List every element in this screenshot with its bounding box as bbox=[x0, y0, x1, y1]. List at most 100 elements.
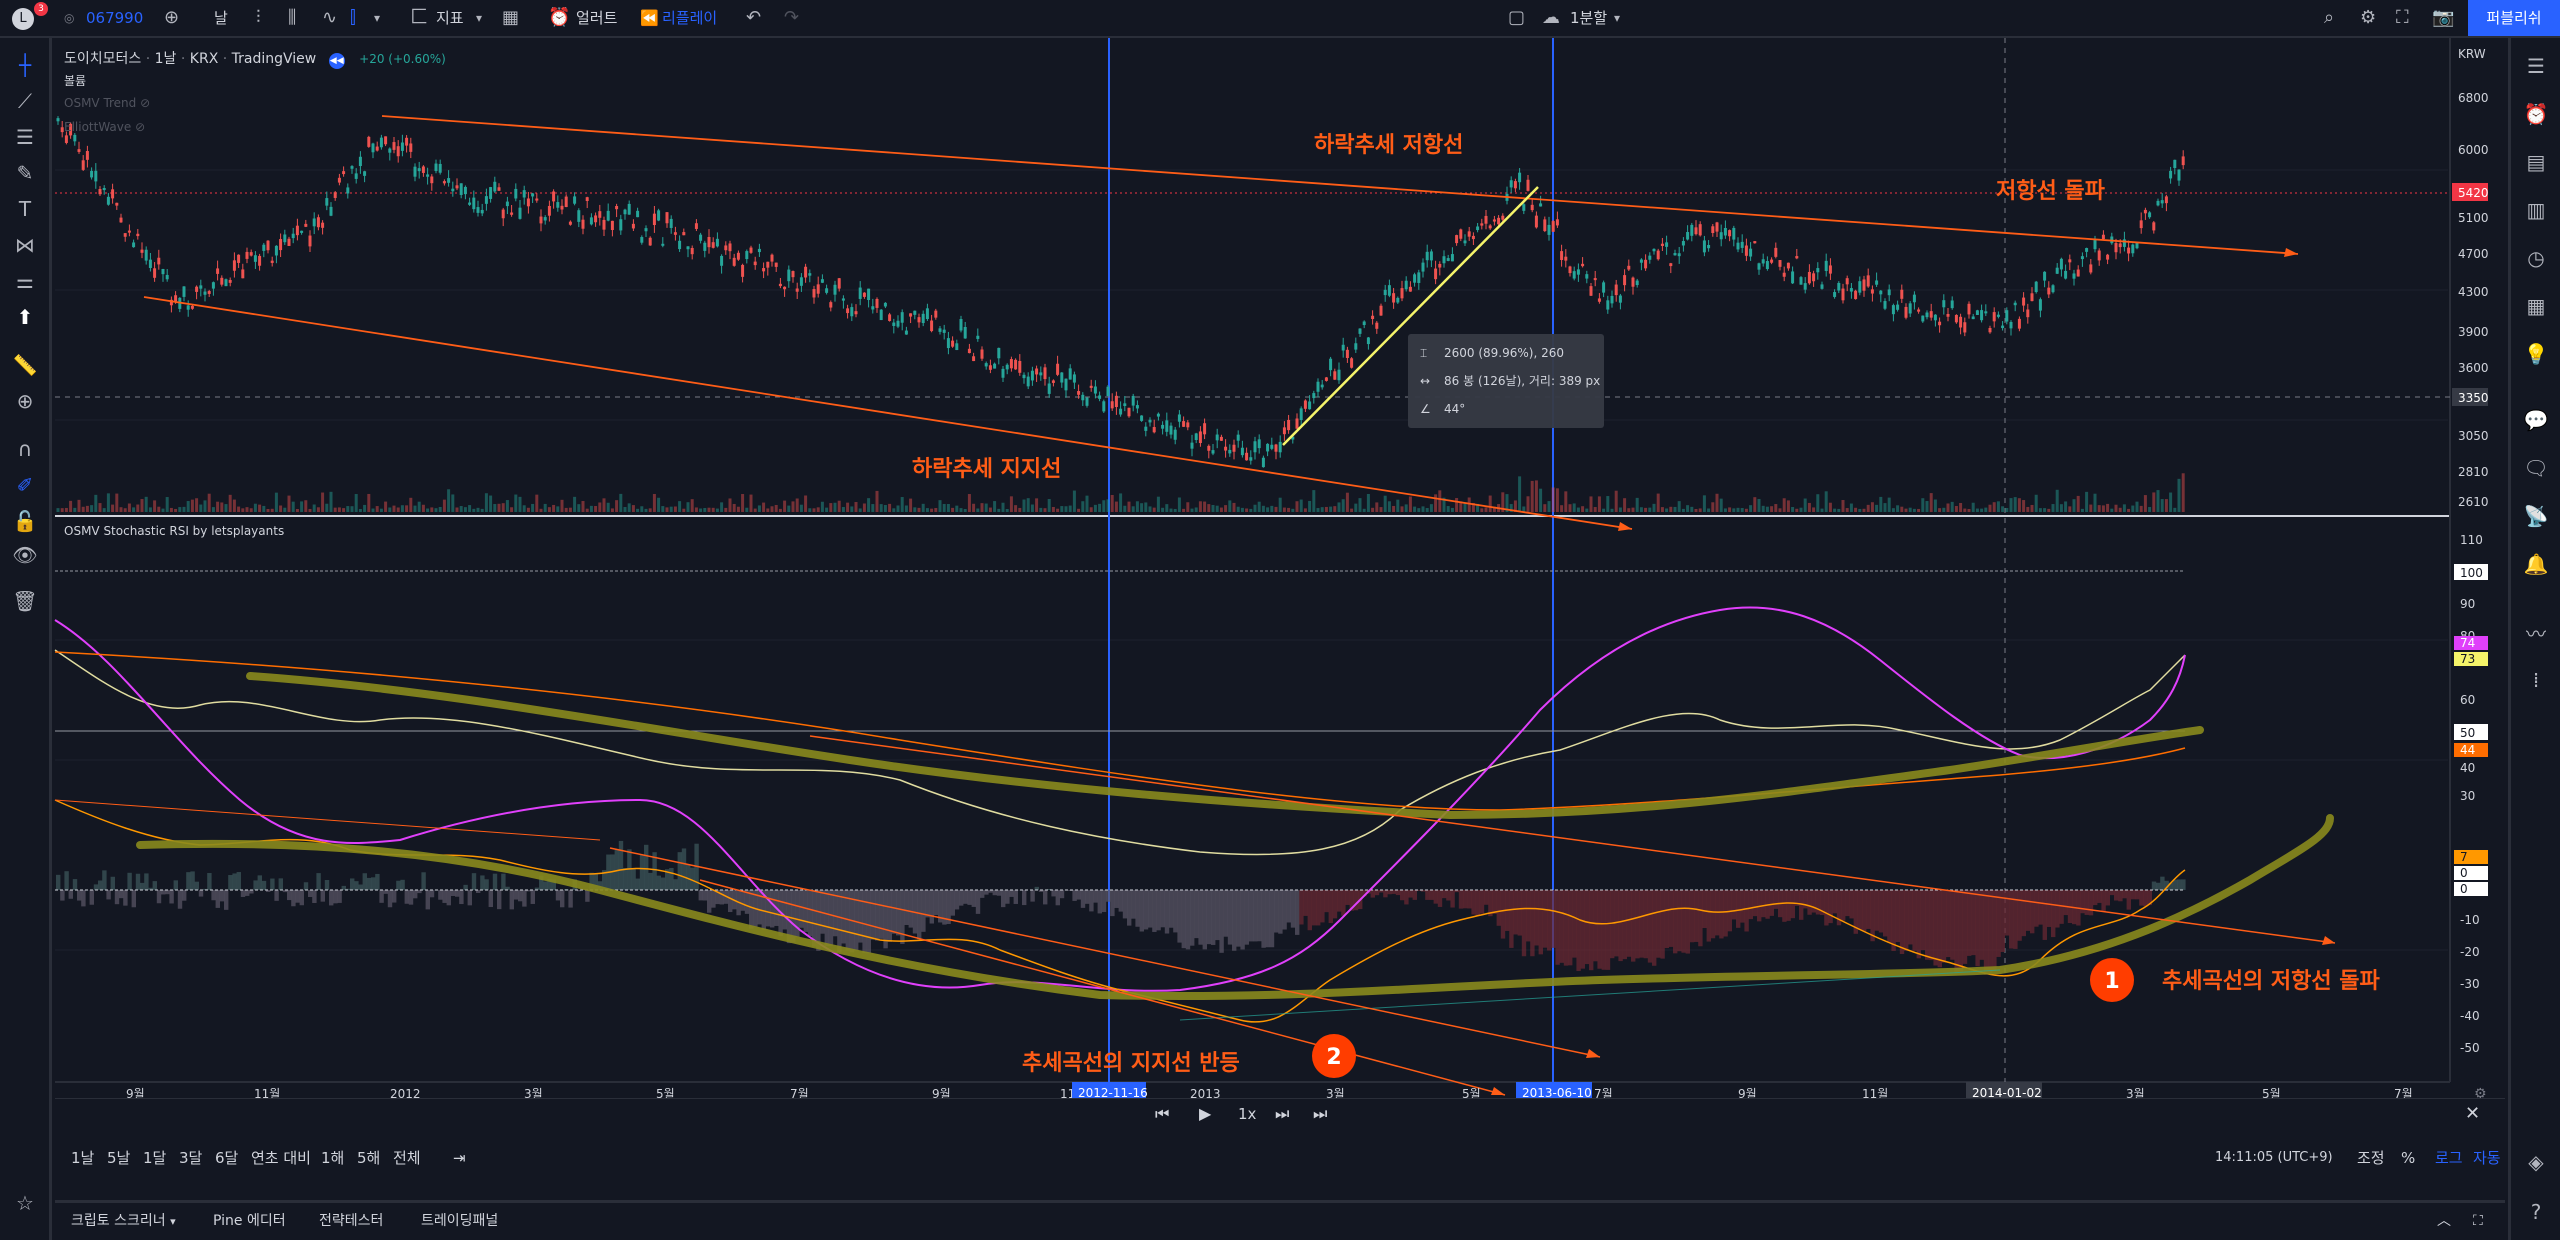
chevron-down-icon: ▾ bbox=[170, 1215, 176, 1228]
range-3m[interactable]: 3달 bbox=[179, 1149, 203, 1167]
pulse-icon[interactable]: 〰 bbox=[2526, 622, 2546, 646]
log-toggle[interactable]: 로그 bbox=[2435, 1149, 2463, 1167]
replay-button[interactable]: 리플레이 bbox=[662, 9, 718, 27]
undo-icon[interactable]: ↶ bbox=[746, 7, 762, 28]
bar-style-icon[interactable]: ⫶ bbox=[256, 7, 261, 28]
camera-icon[interactable]: 📷 bbox=[2432, 7, 2455, 28]
step-forward-icon[interactable]: ⏭ bbox=[1275, 1104, 1290, 1123]
range-1y[interactable]: 1해 bbox=[321, 1149, 345, 1167]
tab-pine-editor[interactable]: Pine 에디터 bbox=[213, 1213, 286, 1229]
tab-strategy-tester[interactable]: 전략테스터 bbox=[319, 1213, 384, 1229]
trash-icon[interactable]: 🗑 bbox=[12, 589, 38, 613]
symbol-icon: ◎ bbox=[64, 11, 75, 25]
layout-icon[interactable]: ▢ bbox=[1508, 7, 1526, 28]
ticker-search[interactable]: 067990 bbox=[86, 9, 144, 27]
alert-icon[interactable]: ⏰ bbox=[548, 7, 571, 28]
tab-crypto-screener[interactable]: 크립토 스크리너 ▾ bbox=[71, 1213, 176, 1229]
annotation-curve-support: 추세곡선의 지지선 반등 bbox=[1022, 1051, 1240, 1076]
data-window-icon[interactable]: ▥ bbox=[2526, 198, 2546, 222]
tab-trading-panel[interactable]: 트레이딩패널 bbox=[421, 1213, 499, 1229]
lock-icon[interactable]: 🔓 bbox=[12, 509, 38, 533]
replay-badge-icon[interactable]: ◀◀ bbox=[328, 53, 345, 69]
messages-icon[interactable]: 🗨 bbox=[2523, 456, 2549, 480]
publish-button[interactable]: 퍼블리쉬 bbox=[2468, 0, 2560, 36]
clock-display[interactable]: 14:11:05 (UTC+9) bbox=[2215, 1150, 2333, 1165]
collapse-panel-icon[interactable]: ︿ bbox=[2437, 1213, 2451, 1229]
bell-icon[interactable]: 🔔 bbox=[2523, 552, 2549, 576]
interval-button[interactable]: 날 bbox=[214, 9, 228, 27]
replay-icon[interactable]: ⏪ bbox=[640, 9, 659, 27]
alarm-icon[interactable]: ⏰ bbox=[2523, 102, 2549, 126]
range-ytd[interactable]: 연초 대비 bbox=[251, 1149, 311, 1167]
range-1m[interactable]: 1달 bbox=[143, 1149, 167, 1167]
redo-icon[interactable]: ↷ bbox=[784, 7, 800, 28]
range-1d[interactable]: 1날 bbox=[71, 1149, 95, 1167]
gear-icon[interactable]: ⚙ bbox=[2360, 7, 2377, 28]
templates-icon[interactable]: ▦ bbox=[502, 7, 520, 28]
fullscreen-icon[interactable]: ⛶ bbox=[2396, 7, 2409, 28]
brush-icon[interactable]: ✎ bbox=[16, 161, 34, 185]
maximize-panel-icon[interactable]: ⛶ bbox=[2473, 1213, 2483, 1229]
percent-toggle[interactable]: % bbox=[2401, 1149, 2416, 1167]
star-icon[interactable]: ☆ bbox=[16, 1191, 34, 1215]
alert-button[interactable]: 얼러트 bbox=[576, 9, 618, 27]
search-icon[interactable]: ⌕ bbox=[2324, 7, 2335, 28]
range-5d[interactable]: 5날 bbox=[107, 1149, 131, 1167]
range-all[interactable]: 전체 bbox=[393, 1149, 421, 1167]
fib-icon[interactable]: ☰ bbox=[16, 125, 34, 149]
drawing-toolbar: ┼ ⟋ ☰ ✎ T ⋈ ⚌ ⬆ 📏 ⊕ ∩ ✐ 🔓 👁 🗑 ☆ bbox=[0, 38, 52, 1240]
streams-icon[interactable]: 📡 bbox=[2523, 504, 2549, 528]
range-6m[interactable]: 6달 bbox=[215, 1149, 239, 1167]
indicators-icon[interactable]: ⼕ bbox=[410, 7, 428, 28]
stay-drawing-icon[interactable]: ✐ bbox=[16, 473, 34, 497]
volume-legend[interactable]: 볼륨 bbox=[64, 74, 87, 88]
candlestick-series bbox=[56, 116, 2185, 468]
forecast-icon[interactable]: ⚌ bbox=[16, 269, 34, 293]
indicator-legend-1[interactable]: OSMV Trend ⊘ bbox=[64, 96, 151, 110]
indicator-legend-2[interactable]: ElliottWave ⊘ bbox=[64, 120, 146, 134]
magnet-icon[interactable]: ∩ bbox=[17, 437, 33, 461]
help-icon[interactable]: ? bbox=[2530, 1200, 2542, 1224]
indicators-button[interactable]: 지표 bbox=[436, 9, 464, 27]
symbol-name[interactable]: 도이치모터스 bbox=[64, 51, 142, 67]
adjust-toggle[interactable]: 조정 bbox=[2357, 1149, 2385, 1167]
rsi-legend[interactable]: OSMV Stochastic RSI by letsplayants bbox=[64, 524, 285, 538]
layout-button[interactable]: 1분할 bbox=[1570, 9, 1608, 27]
arrow-up-icon[interactable]: ⬆ bbox=[16, 305, 34, 329]
ideas-icon[interactable]: 💡 bbox=[2523, 342, 2549, 366]
dots-icon[interactable]: ⁞ bbox=[2532, 668, 2540, 692]
crosshair-icon[interactable]: ┼ bbox=[18, 53, 32, 77]
eye-icon[interactable]: 👁 bbox=[12, 543, 38, 567]
chevron-down-icon[interactable]: ▾ bbox=[374, 11, 381, 25]
crosshair-price-label: 3350 bbox=[2458, 391, 2489, 405]
text-icon[interactable]: T bbox=[18, 197, 32, 221]
layers-icon[interactable]: ◈ bbox=[2528, 1150, 2544, 1174]
play-icon[interactable]: ▶ bbox=[1199, 1104, 1212, 1123]
candles-icon[interactable]: ⫿ bbox=[350, 7, 356, 28]
marker-1 bbox=[2090, 958, 2134, 1002]
auto-toggle[interactable]: 자동 bbox=[2473, 1149, 2501, 1167]
calendar-icon[interactable]: ▦ bbox=[2526, 294, 2546, 318]
close-icon[interactable]: ✕ bbox=[2465, 1103, 2481, 1124]
range-5y[interactable]: 5해 bbox=[357, 1149, 381, 1167]
cloud-icon[interactable]: ☁ bbox=[1542, 7, 1560, 28]
chevron-down-icon[interactable]: ▾ bbox=[476, 11, 483, 25]
jump-end-icon[interactable]: ⏭ bbox=[1313, 1104, 1328, 1123]
news-icon[interactable]: ▤ bbox=[2526, 150, 2546, 174]
replay-speed[interactable]: 1x bbox=[1238, 1105, 1257, 1123]
goto-date-icon[interactable]: ⇥ bbox=[453, 1149, 466, 1167]
clock-icon[interactable]: ◷ bbox=[2527, 246, 2545, 270]
add-symbol-icon[interactable]: ⊕ bbox=[164, 7, 180, 28]
line-style-icon[interactable]: ∿ bbox=[322, 7, 338, 28]
chevron-down-icon[interactable]: ▾ bbox=[1614, 11, 1621, 25]
watchlist-icon[interactable]: ☰ bbox=[2527, 54, 2545, 78]
zoom-icon[interactable]: ⊕ bbox=[16, 389, 34, 413]
trend-line-icon[interactable]: ⟋ bbox=[18, 89, 32, 113]
pattern-icon[interactable]: ⋈ bbox=[15, 233, 35, 257]
chat-icon[interactable]: 💬 bbox=[2523, 408, 2549, 432]
avatar[interactable]: L 3 bbox=[12, 0, 48, 36]
ruler-icon[interactable]: 📏 bbox=[12, 353, 38, 377]
replay-start-icon[interactable]: ⏮ bbox=[1155, 1104, 1170, 1123]
candle-style-icon[interactable]: ⫼ bbox=[288, 7, 297, 28]
